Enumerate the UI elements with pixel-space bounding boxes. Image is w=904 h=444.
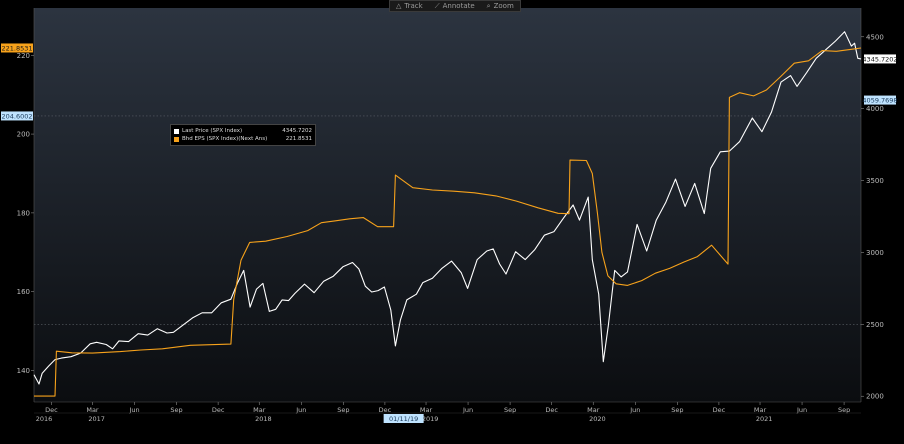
year-label-2018: 2018 <box>255 415 272 423</box>
right-tick-label-3000: 3000 <box>866 249 884 257</box>
chart-legend[interactable]: Last Price (SPX Index) 4345.7202 Bhd EPS… <box>170 124 316 146</box>
right-tick-label-2000: 2000 <box>866 393 884 401</box>
zoom-icon: ⌕ <box>486 1 491 10</box>
annotate-label: Annotate <box>442 1 475 10</box>
series-lines <box>33 31 862 397</box>
year-label-2019: 2019 <box>422 415 439 423</box>
value-tag-label-3: 4059.7698 <box>862 97 897 105</box>
left-tick-label-220: 220 <box>17 52 30 60</box>
left-tick-label-140: 140 <box>17 367 30 375</box>
value-tag-label-0: 221.8531 <box>1 44 32 52</box>
x-tick-label-7: Sep <box>337 406 349 414</box>
track-label: Track <box>404 1 423 10</box>
x-tick-label-15: Sep <box>671 406 683 414</box>
series-line-price <box>33 31 862 385</box>
legend-swatch-price <box>174 128 179 134</box>
value-tags: 01/11/19 221.8531 204.6002 4345.7202 4059.76… <box>1 43 898 423</box>
right-tick-label-2500: 2500 <box>866 321 884 329</box>
legend-item-price[interactable]: Last Price (SPX Index) 4345.7202 <box>174 127 312 135</box>
right-tick-label-3500: 3500 <box>866 177 884 185</box>
right-tick-label-4500: 4500 <box>866 33 884 41</box>
x-tick-label-13: Mar <box>587 406 600 414</box>
x-tick-label-1: Mar <box>86 406 99 414</box>
annotate-button[interactable]: ⟋ Annotate <box>429 1 481 11</box>
legend-value-price: 4345.7202 <box>282 128 312 134</box>
x-tick-label-12: Dec <box>545 406 558 414</box>
x-tick-label-3: Sep <box>170 406 182 414</box>
legend-swatch-eps <box>174 136 179 142</box>
zoom-button[interactable]: ⌕ Zoom <box>481 1 520 11</box>
x-tick-label-9: Mar <box>420 406 433 414</box>
x-tick-label-16: Dec <box>713 406 726 414</box>
cursor-date-tag: 01/11/19 <box>383 414 424 423</box>
year-label-2016: 2016 <box>36 415 53 423</box>
x-tick-label-4: Dec <box>212 406 225 414</box>
legend-name-price: Last Price (SPX Index) <box>182 128 243 134</box>
value-tag-2: 4345.7202 <box>862 54 898 64</box>
x-tick-label-8: Dec <box>379 406 392 414</box>
value-tag-1: 204.6002 <box>1 111 33 121</box>
x-tick-label-0: Dec <box>45 406 58 414</box>
track-icon: △ <box>396 1 402 10</box>
x-tick-label-18: Jun <box>796 406 807 414</box>
value-tag-3: 4059.7698 <box>862 95 898 105</box>
x-tick-label-19: Sep <box>838 406 850 414</box>
year-label-2017: 2017 <box>88 415 105 423</box>
x-tick-label-10: Jun <box>462 406 473 414</box>
left-tick-label-160: 160 <box>17 288 30 296</box>
year-label-2021: 2021 <box>756 415 773 423</box>
series-line-eps <box>34 47 862 397</box>
value-tag-0: 221.8531 <box>1 43 33 53</box>
value-tag-bg-1 <box>1 111 33 121</box>
x-tick-label-5: Mar <box>253 406 266 414</box>
value-tag-bg-0 <box>1 43 33 53</box>
legend-item-eps[interactable]: Bhd EPS (SPX Index)(Next Ans) 221.8531 <box>174 135 312 143</box>
track-button[interactable]: △ Track <box>390 1 429 11</box>
left-tick-label-200: 200 <box>17 131 30 139</box>
legend-name-eps: Bhd EPS (SPX Index)(Next Ans) <box>182 136 268 142</box>
right-tick-label-4000: 4000 <box>866 105 884 113</box>
annotate-icon: ⟋ <box>434 1 440 10</box>
year-label-2020: 2020 <box>589 415 606 423</box>
value-tag-bg-3 <box>864 95 896 105</box>
cursor-date-label: 01/11/19 <box>389 415 418 423</box>
chart-toolbar: △ Track ⟋ Annotate ⌕ Zoom <box>389 0 521 12</box>
value-tag-label-2: 4345.7202 <box>862 55 897 63</box>
x-tick-label-11: Sep <box>504 406 516 414</box>
zoom-label: Zoom <box>493 1 514 10</box>
value-tag-bg-2 <box>864 54 896 64</box>
gridlines <box>34 115 861 325</box>
x-tick-label-6: Jun <box>295 406 306 414</box>
x-tick-label-2: Jun <box>128 406 139 414</box>
value-tag-label-1: 204.6002 <box>1 112 32 120</box>
cursor-date-tag-bg <box>383 414 424 423</box>
legend-value-eps: 221.8531 <box>285 136 312 142</box>
x-tick-label-14: Jun <box>629 406 640 414</box>
x-tick-label-17: Mar <box>754 406 767 414</box>
left-tick-label-180: 180 <box>17 209 30 217</box>
axes: 140 160 180 200 220 2000 2500 3000 3500 4000 4500 D… <box>17 8 884 423</box>
plot-area <box>34 8 861 402</box>
